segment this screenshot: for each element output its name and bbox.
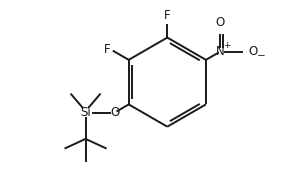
Text: O: O [248, 45, 257, 58]
Text: Si: Si [80, 106, 91, 119]
Text: F: F [104, 43, 110, 56]
Text: +: + [223, 41, 230, 50]
Text: F: F [164, 9, 171, 22]
Text: O: O [110, 106, 119, 119]
Text: N: N [215, 45, 224, 58]
Text: −: − [256, 51, 265, 61]
Text: O: O [215, 16, 225, 29]
